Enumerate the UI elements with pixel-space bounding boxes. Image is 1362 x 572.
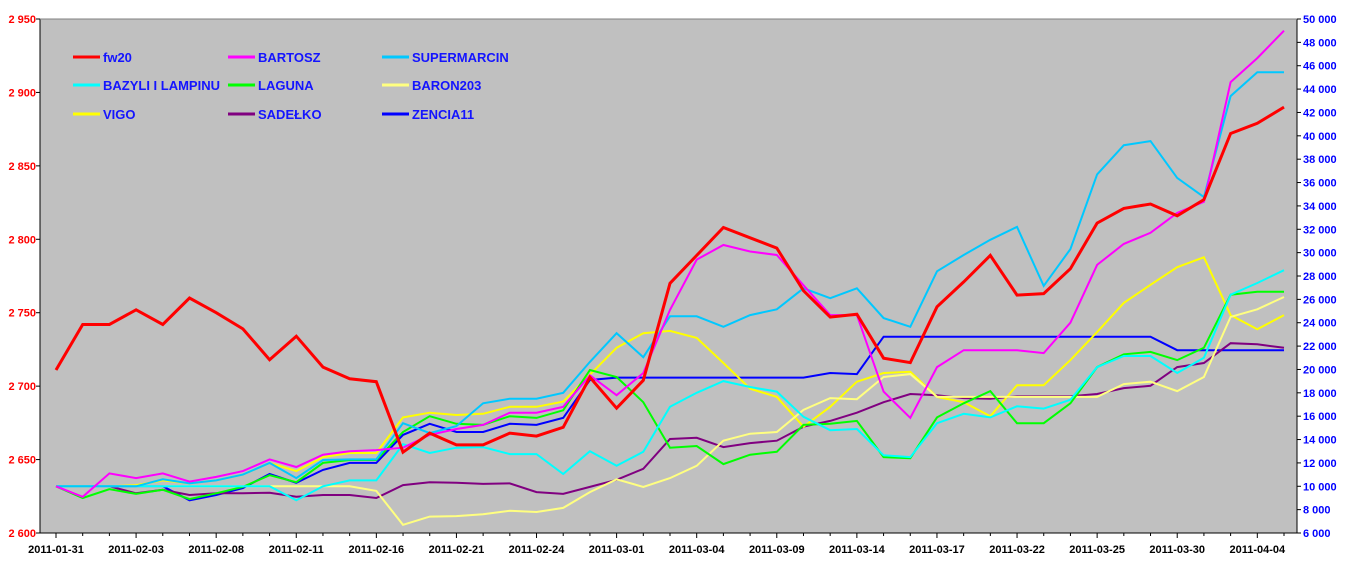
series-line-bartosz	[55, 30, 1285, 498]
left-axis-tick-label: 2 750	[8, 308, 36, 320]
legend-item: BARON203	[382, 78, 481, 93]
legend-item: fw20	[73, 50, 132, 65]
x-axis-tick-label: 2011-03-22	[989, 544, 1045, 556]
legend-label: BARTOSZ	[258, 50, 321, 65]
right-axis-tick-label: 44 000	[1303, 84, 1337, 96]
plot-area	[40, 19, 1297, 533]
right-axis-tick-label: 10 000	[1303, 481, 1337, 493]
left-axis-tick-label: 2 900	[8, 87, 36, 99]
right-axis-tick-label: 24 000	[1303, 318, 1337, 330]
x-axis-tick-label: 2011-03-01	[589, 544, 645, 556]
series-line-supermarcin	[56, 71, 1284, 488]
series-line-sade-ko	[56, 342, 1285, 500]
legend-label: fw20	[103, 50, 132, 65]
x-axis-tick-label: 2011-03-25	[1069, 544, 1125, 556]
right-axis-tick-label: 38 000	[1303, 154, 1337, 166]
right-axis-tick-label: 42 000	[1303, 107, 1337, 119]
left-axis-tick-label: 2 650	[8, 455, 36, 467]
x-axis-tick-label: 2011-02-03	[108, 544, 164, 556]
right-axis-tick-label: 48 000	[1303, 37, 1337, 49]
x-axis-tick-label: 2011-03-14	[829, 544, 886, 556]
legend-item: VIGO	[73, 107, 136, 122]
legend-item: BAZYLI I LAMPINU	[73, 78, 220, 93]
legend-item: BARTOSZ	[228, 50, 321, 65]
series-line-fw20	[54, 105, 1285, 455]
left-axis-tick-label: 2 700	[8, 381, 36, 393]
legend-item: LAGUNA	[228, 78, 314, 93]
legend-label: VIGO	[103, 107, 136, 122]
legend: fw20 BARTOSZ SUPERMARCIN BAZYLI I LAMPINU LA…	[73, 50, 509, 122]
left-axis-tick-label: 2 850	[8, 161, 36, 173]
legend-item: ZENCIA11	[382, 107, 474, 122]
right-axis-tick-label: 6 000	[1303, 528, 1331, 540]
legend-label: LAGUNA	[258, 78, 314, 93]
legend-label: ZENCIA11	[412, 107, 474, 122]
x-axis-tick-label: 2011-03-17	[909, 544, 965, 556]
right-axis-tick-label: 30 000	[1303, 248, 1337, 260]
legend-label: BARON203	[412, 78, 481, 93]
x-axis-tick-label: 2011-02-16	[349, 544, 405, 556]
right-axis-tick-label: 22 000	[1303, 341, 1337, 353]
x-axis-tick-label: 2011-03-04	[669, 544, 726, 556]
legend-label: BAZYLI I LAMPINU	[103, 78, 220, 93]
right-axis-tick-label: 40 000	[1303, 131, 1337, 143]
left-axis-tick-label: 2 800	[8, 234, 36, 246]
legend-label: SUPERMARCIN	[412, 50, 509, 65]
right-axis-tick-label: 46 000	[1303, 61, 1337, 73]
x-axis-tick-label: 2011-01-31	[28, 544, 84, 556]
legend-item: SUPERMARCIN	[382, 50, 509, 65]
right-axis-tick-label: 34 000	[1303, 201, 1337, 213]
legend-item: SADEŁKO	[228, 107, 322, 122]
left-axis-tick-label: 2 950	[8, 14, 36, 26]
right-axis-tick-label: 50 000	[1303, 14, 1337, 26]
left-axis-tick-label: 2 600	[8, 528, 36, 540]
series-line-bazyli-i-lampinu	[56, 269, 1285, 502]
right-axis-tick-label: 32 000	[1303, 224, 1337, 236]
x-axis-tick-label: 2011-02-21	[429, 544, 485, 556]
x-axis-tick-label: 2011-02-08	[188, 544, 244, 556]
right-axis-tick-label: 18 000	[1303, 388, 1337, 400]
right-axis-tick-label: 16 000	[1303, 411, 1337, 423]
right-axis-tick-label: 26 000	[1303, 294, 1337, 306]
x-axis-tick-label: 2011-04-04	[1229, 544, 1286, 556]
x-axis-tick-label: 2011-03-09	[749, 544, 805, 556]
legend-label: SADEŁKO	[258, 107, 322, 122]
right-axis-tick-label: 14 000	[1303, 435, 1337, 447]
right-axis-tick-label: 8 000	[1303, 505, 1331, 517]
right-axis-tick-label: 20 000	[1303, 364, 1337, 376]
x-axis-tick-label: 2011-02-11	[269, 544, 324, 556]
series-line-laguna	[55, 290, 1284, 501]
right-axis-tick-label: 36 000	[1303, 178, 1337, 190]
x-axis-tick-label: 2011-03-30	[1149, 544, 1205, 556]
series-lines	[54, 30, 1285, 526]
axes: 2 600 2 650 2 700 2 750 2 800 2 850 2 900 2 950…	[8, 14, 1336, 556]
right-axis-tick-label: 28 000	[1303, 271, 1337, 283]
right-axis-tick-label: 12 000	[1303, 458, 1337, 470]
x-axis-tick-label: 2011-02-24	[509, 544, 566, 556]
